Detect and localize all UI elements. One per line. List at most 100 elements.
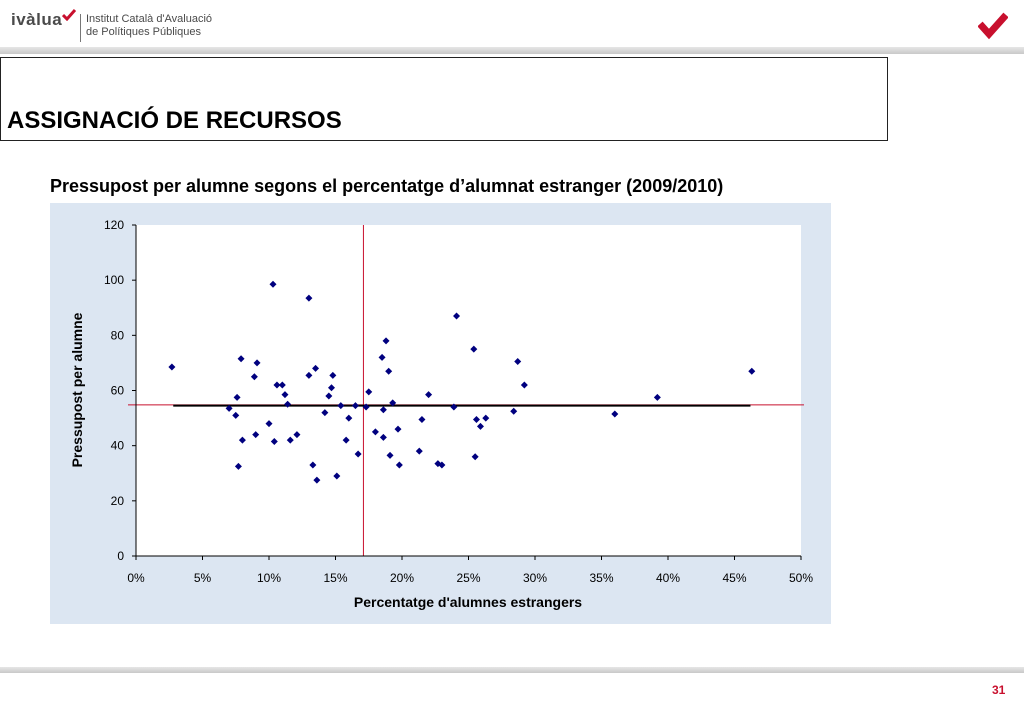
x-tick-label: 15%	[323, 571, 347, 585]
data-point	[438, 461, 446, 469]
data-point	[472, 415, 480, 423]
logo-divider	[80, 14, 81, 42]
data-point	[269, 280, 277, 288]
data-point	[337, 402, 345, 410]
data-point	[312, 364, 320, 372]
data-point	[520, 381, 528, 389]
data-point	[415, 447, 423, 455]
data-point	[385, 367, 393, 375]
data-point	[329, 371, 337, 379]
y-tick-label: 100	[104, 273, 124, 287]
x-tick-label: 30%	[523, 571, 547, 585]
institute-line-2: de Polítiques Públiques	[86, 26, 201, 38]
data-point	[653, 393, 661, 401]
data-point	[379, 433, 387, 441]
data-point	[365, 388, 373, 396]
data-point	[313, 476, 321, 484]
data-point	[309, 461, 317, 469]
y-tick-label: 120	[104, 218, 124, 232]
data-point	[394, 425, 402, 433]
data-point	[233, 393, 241, 401]
data-point	[321, 409, 329, 417]
page-number: 31	[992, 683, 1006, 697]
slide-title: ASSIGNACIÓ DE RECURSOS	[7, 107, 342, 134]
y-axis-label: Pressupost per alumne	[69, 312, 85, 467]
x-tick-label: 10%	[257, 571, 281, 585]
institute-name: Institut Català d'Avaluació de Polítique…	[86, 13, 212, 39]
x-tick-label: 35%	[589, 571, 613, 585]
data-point	[453, 312, 461, 320]
data-point	[379, 406, 387, 414]
data-point	[395, 461, 403, 469]
y-tick-label: 40	[111, 439, 125, 453]
data-point	[425, 391, 433, 399]
data-point	[514, 358, 522, 366]
data-point	[237, 355, 245, 363]
data-point	[232, 411, 240, 419]
scatter-chart: 0 20 40 60 80 100 120 0% 5% 10% 15% 20% 25% 30% 35% 40%…	[69, 218, 813, 610]
institute-line-1: Institut Català d'Avaluació	[86, 13, 213, 25]
plot-area	[136, 225, 801, 556]
chart-panel: 0 20 40 60 80 100 120 0% 5% 10% 15% 20% 25% 30% 35% 40%…	[50, 203, 831, 624]
title-box	[0, 57, 888, 141]
data-point	[386, 451, 394, 459]
data-point	[253, 359, 261, 367]
data-point	[389, 399, 397, 407]
data-point	[378, 353, 386, 361]
data-point	[354, 450, 362, 458]
data-point	[450, 403, 458, 411]
data-point	[281, 391, 289, 399]
data-point	[305, 371, 313, 379]
data-point	[234, 462, 242, 470]
data-point	[252, 431, 260, 439]
data-point	[611, 410, 619, 418]
data-point	[325, 392, 333, 400]
data-point	[328, 384, 336, 392]
header-rule	[0, 47, 1024, 54]
x-tick-label: 50%	[789, 571, 813, 585]
x-tick-label: 20%	[390, 571, 414, 585]
data-point	[273, 381, 281, 389]
data-point	[250, 373, 258, 381]
data-point	[270, 438, 278, 446]
data-point	[278, 381, 286, 389]
header-bar: ivàlua Institut Català d'Avaluació de Po…	[0, 0, 1024, 56]
data-point	[510, 407, 518, 415]
data-point	[225, 404, 233, 412]
x-axis-label: Percentatge d'alumnes estrangers	[354, 594, 582, 610]
chart-subtitle: Pressupost per alumne segons el percenta…	[50, 176, 724, 196]
data-point	[293, 431, 301, 439]
data-point	[284, 400, 292, 408]
data-point	[371, 428, 379, 436]
x-tick-label: 5%	[194, 571, 212, 585]
data-point	[168, 363, 176, 371]
footer-rule	[0, 667, 1024, 673]
x-tick-label: 25%	[456, 571, 480, 585]
data-point	[748, 367, 756, 375]
y-tick-label: 0	[117, 549, 124, 563]
data-point	[418, 415, 426, 423]
x-tick-label: 40%	[656, 571, 680, 585]
data-point	[470, 345, 478, 353]
y-tick-label: 80	[111, 328, 125, 342]
y-tick-label: 20	[111, 494, 125, 508]
data-point	[351, 402, 359, 410]
data-point	[333, 472, 341, 480]
x-tick-label: 0%	[127, 571, 145, 585]
logo-wordmark: ivàlua	[11, 10, 63, 29]
data-point	[476, 422, 484, 430]
data-point	[286, 436, 294, 444]
data-point	[482, 414, 490, 422]
data-point	[265, 420, 273, 428]
data-point	[382, 337, 390, 345]
data-point	[238, 436, 246, 444]
data-point	[471, 453, 479, 461]
data-point	[342, 436, 350, 444]
x-tick-label: 45%	[722, 571, 746, 585]
data-point	[362, 403, 370, 411]
data-point	[345, 414, 353, 422]
logo-check-icon	[62, 9, 76, 21]
data-point	[305, 294, 313, 302]
y-tick-label: 60	[111, 384, 125, 398]
corner-check-icon	[978, 12, 1008, 40]
